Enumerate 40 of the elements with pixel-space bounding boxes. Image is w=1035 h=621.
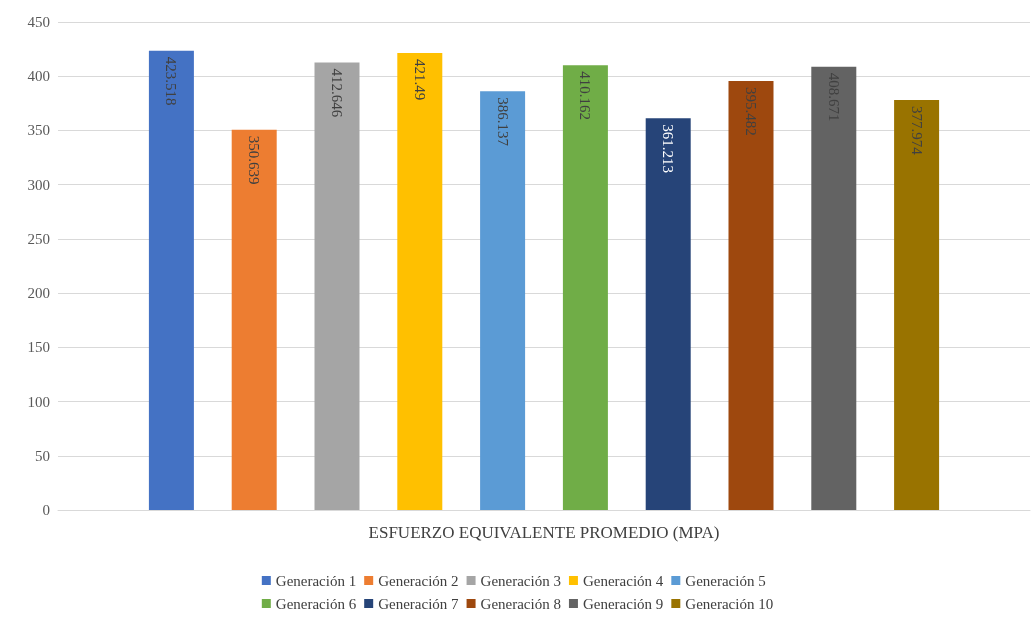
legend-label: Generación 6 — [275, 595, 357, 612]
y-tick-label: 50 — [35, 447, 50, 464]
legend-label: Generación 1 — [275, 572, 357, 589]
data-label: 386.137 — [494, 97, 511, 147]
bar — [231, 129, 277, 510]
bar — [645, 118, 691, 510]
y-tick-label: 400 — [27, 68, 50, 85]
data-label: 395.482 — [743, 87, 759, 136]
x-axis-title: ESFUERZO EQUIVALENTE PROMEDIO (MPA) — [368, 523, 720, 542]
data-label: 421.49 — [411, 58, 428, 101]
legend-label: Generación 10 — [685, 595, 774, 612]
legend-label: Generación 9 — [582, 595, 664, 612]
legend-label: Generación 2 — [378, 572, 459, 589]
bar — [811, 66, 857, 510]
legend-label: Generación 8 — [480, 595, 561, 612]
bar — [480, 91, 526, 510]
data-label: 423.518 — [163, 56, 180, 106]
legend-label: Generación 3 — [480, 572, 561, 589]
data-label: 361.213 — [660, 124, 677, 174]
bar — [148, 50, 194, 510]
legend-label: Generación 5 — [685, 572, 766, 589]
legend-label: Generación 4 — [582, 572, 664, 589]
y-tick-label: 450 — [27, 14, 50, 30]
y-tick-label: 0 — [42, 502, 50, 518]
y-tick-label: 250 — [27, 230, 50, 247]
data-label: 412.646 — [329, 68, 345, 118]
bar — [728, 81, 774, 510]
data-label: 377.974 — [908, 106, 925, 156]
bar — [562, 65, 608, 510]
legend-label: Generación 7 — [378, 595, 460, 612]
y-tick-label: 300 — [27, 176, 50, 193]
y-tick-label: 200 — [27, 285, 50, 302]
bar — [894, 100, 940, 510]
bar — [314, 62, 360, 510]
y-tick-label: 150 — [27, 339, 50, 356]
data-label: 350.639 — [246, 135, 263, 185]
bar — [397, 52, 443, 510]
data-label: 410.162 — [577, 71, 594, 120]
y-tick-label: 350 — [27, 122, 50, 139]
y-tick-label: 100 — [27, 393, 50, 410]
